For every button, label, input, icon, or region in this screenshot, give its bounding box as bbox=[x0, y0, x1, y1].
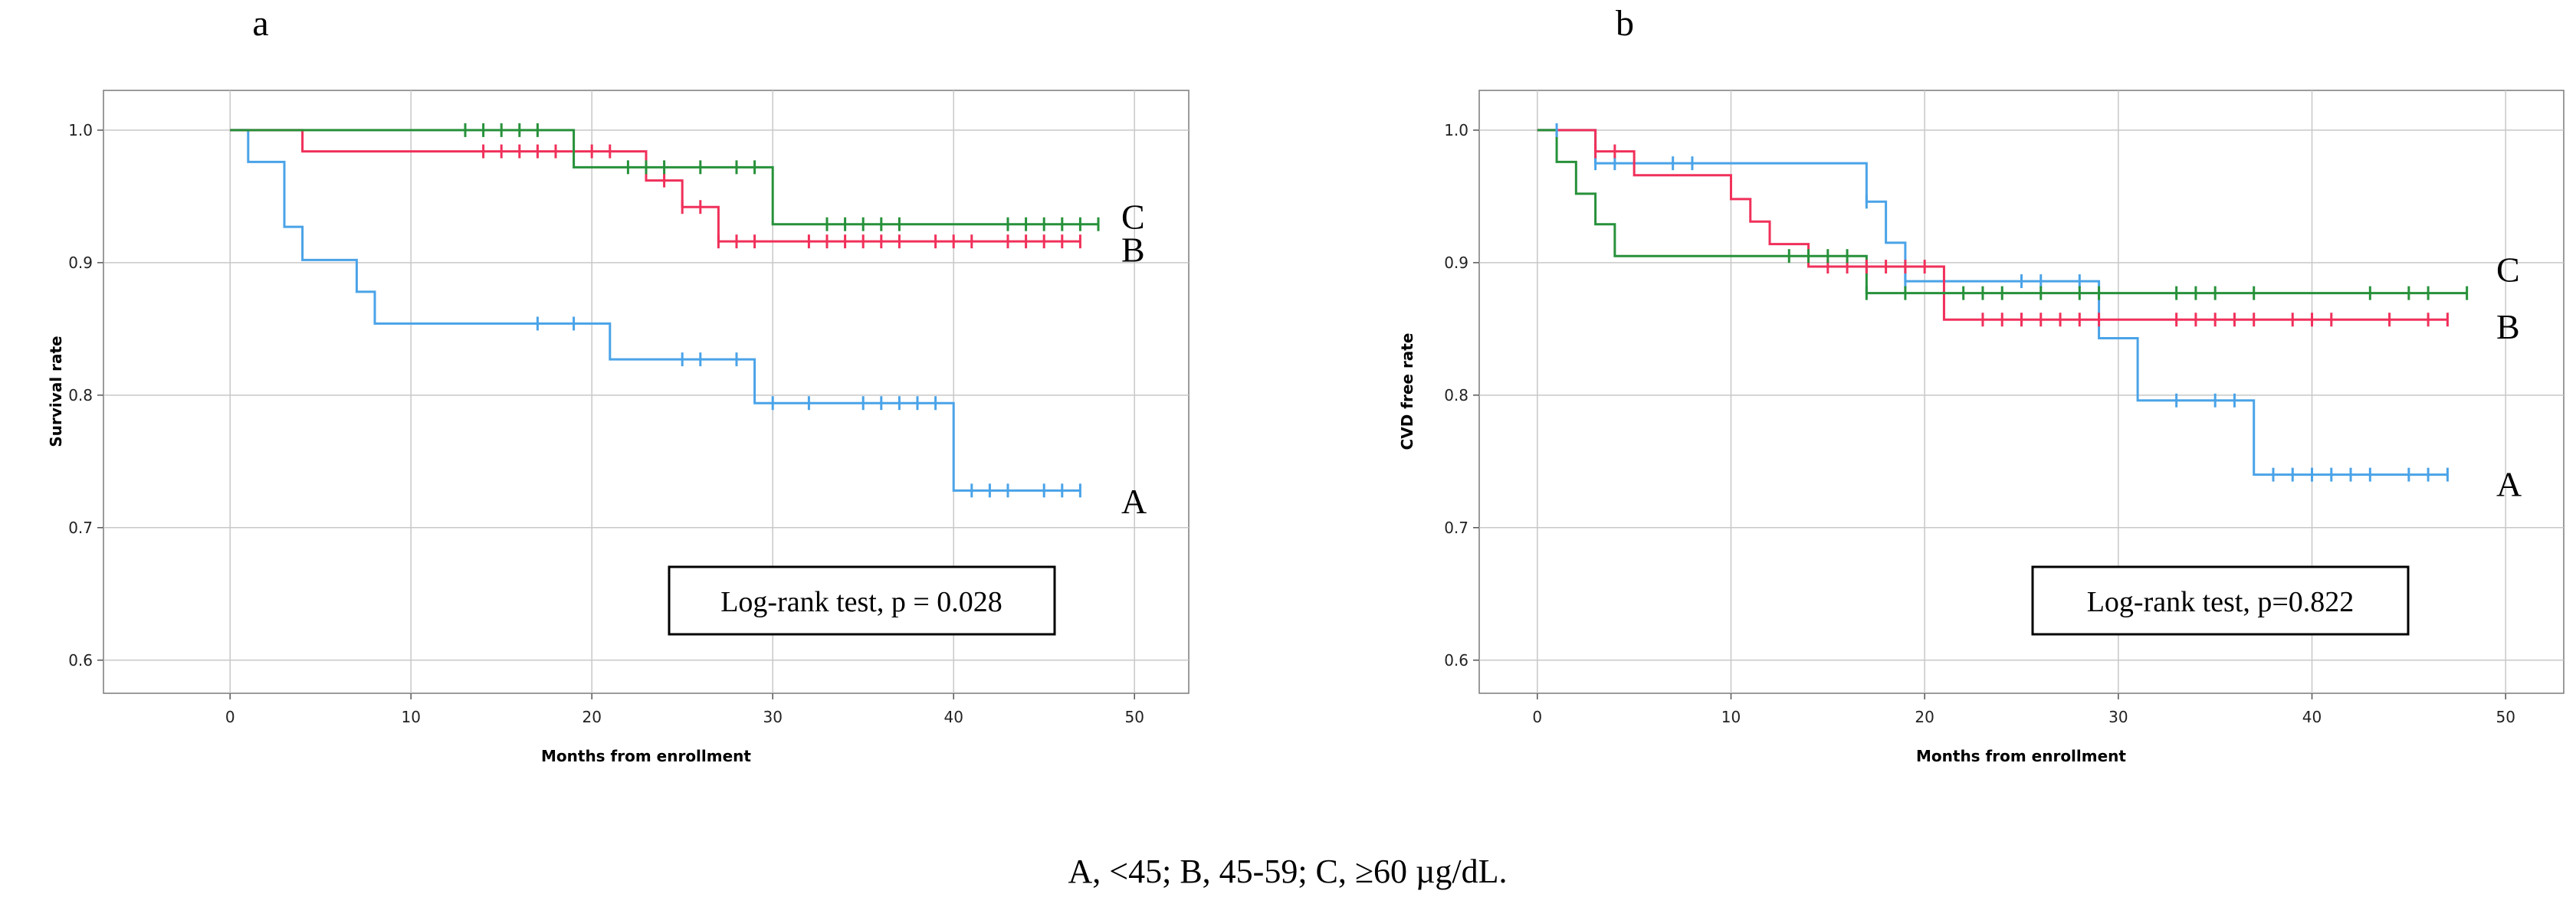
y-tick-label: 0.8 bbox=[68, 386, 93, 404]
x-tick-label: 50 bbox=[1124, 708, 1144, 726]
censor-marks bbox=[464, 123, 1100, 498]
censor-marks bbox=[1555, 123, 2469, 482]
km-curve-A bbox=[1537, 129, 2448, 476]
x-axis-title: Months from enrollment bbox=[541, 747, 751, 765]
annotation-box bbox=[2031, 565, 2410, 636]
x-tick-label: 0 bbox=[225, 708, 235, 726]
x-tick-label: 20 bbox=[1915, 708, 1934, 726]
curve-label-B: B bbox=[2496, 307, 2520, 346]
panel-a: a 0 10 20 30 40 50 0.6 0.7 0.8 0.9 1.0 A BC Months … bbox=[47, 3, 1190, 765]
x-tick-label: 20 bbox=[582, 708, 601, 726]
curve-label-A: A bbox=[1121, 482, 1147, 521]
y-tick-label: 0.6 bbox=[1444, 651, 1468, 670]
y-tick-label: 0.9 bbox=[1444, 254, 1468, 272]
x-tick-label: 10 bbox=[401, 708, 420, 726]
y-tick-label: 0.7 bbox=[68, 519, 93, 537]
x-tick-label: 50 bbox=[2496, 708, 2515, 726]
x-tick-label: 40 bbox=[943, 708, 963, 726]
km-curve-C bbox=[1537, 129, 2467, 295]
log-rank-annotation: Log-rank test, p = 0.028 bbox=[720, 586, 1003, 618]
y-tick-label: 1.0 bbox=[1444, 121, 1468, 139]
axis-ticks: 0 10 20 30 40 50 0.6 0.7 0.8 0.9 1.0 bbox=[68, 121, 1144, 726]
x-tick-label: 30 bbox=[2108, 708, 2128, 726]
axis-ticks: 0 10 20 30 40 50 0.6 0.7 0.8 0.9 1.0 bbox=[1444, 121, 2515, 726]
cvd-free-curves bbox=[1537, 129, 2467, 476]
plot-frame bbox=[103, 90, 1190, 694]
y-tick-label: 0.6 bbox=[68, 651, 93, 670]
y-axis-title: Survival rate bbox=[47, 336, 65, 447]
panel-label: b bbox=[1616, 3, 1634, 44]
y-tick-label: 0.7 bbox=[1444, 519, 1468, 537]
curve-label-A: A bbox=[2496, 465, 2522, 504]
plot-frame bbox=[1478, 90, 2565, 694]
x-tick-label: 40 bbox=[2302, 708, 2322, 726]
km-curve-A bbox=[230, 129, 1081, 492]
figure-caption: A, <45; B, 45-59; C, ≥60 µg/dL. bbox=[1068, 853, 1508, 890]
x-tick-label: 30 bbox=[763, 708, 782, 726]
annotation-box bbox=[668, 565, 1056, 636]
panel-b: b 0 10 20 30 40 50 0.6 0.7 0.8 0.9 1.0 A BC Months … bbox=[1398, 3, 2565, 765]
curve-labels: A BC bbox=[1121, 197, 1147, 521]
x-axis-title: Months from enrollment bbox=[1916, 747, 2126, 765]
y-tick-label: 0.8 bbox=[1444, 386, 1468, 404]
log-rank-annotation: Log-rank test, p=0.822 bbox=[2087, 586, 2354, 618]
x-tick-label: 10 bbox=[1721, 708, 1741, 726]
x-tick-label: 0 bbox=[1532, 708, 1542, 726]
y-axis-title: CVD free rate bbox=[1398, 333, 1416, 450]
curve-label-C: C bbox=[1121, 197, 1145, 236]
curve-label-C: C bbox=[2496, 250, 2520, 290]
curve-labels: A BC bbox=[2496, 250, 2522, 504]
y-tick-label: 1.0 bbox=[68, 121, 93, 139]
y-tick-label: 0.9 bbox=[68, 254, 93, 272]
panel-label: a bbox=[252, 3, 268, 44]
curve-label-B: B bbox=[1121, 231, 1145, 270]
